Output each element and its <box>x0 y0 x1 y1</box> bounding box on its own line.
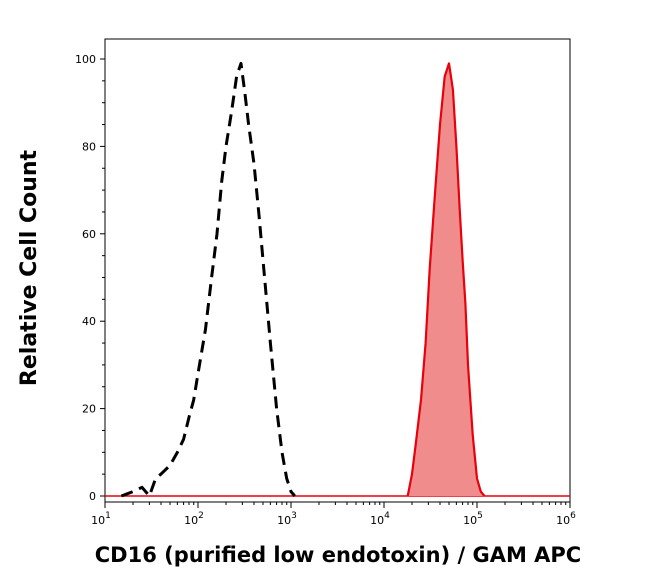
y-tick-label: 20 <box>82 403 96 416</box>
y-axis-label: Relative Cell Count <box>17 149 42 386</box>
x-tick-label: 101 <box>91 511 111 527</box>
histogram-outline <box>406 62 486 497</box>
y-tick-label: 0 <box>89 490 96 503</box>
ticks-group: 0 20 40 60 80 100 101 102 103 104 105 106 <box>75 53 576 527</box>
x-tick-label: 103 <box>277 511 297 527</box>
histogram-area <box>407 63 485 497</box>
x-tick-label: 106 <box>556 511 576 527</box>
plot-frame <box>104 38 571 503</box>
y-tick-label: 60 <box>82 228 96 241</box>
series-group <box>105 61 570 498</box>
x-tick-label: 104 <box>370 511 390 527</box>
x-tick-label: 102 <box>184 511 204 527</box>
x-tick-label: 105 <box>463 511 483 527</box>
y-tick-label: 80 <box>82 140 96 153</box>
x-axis-label: CD16 (purified low endotoxin) / GAM APC <box>95 543 581 567</box>
y-tick-label: 40 <box>82 315 96 328</box>
control-histogram-dashed <box>120 61 296 498</box>
y-tick-label: 100 <box>75 53 96 66</box>
